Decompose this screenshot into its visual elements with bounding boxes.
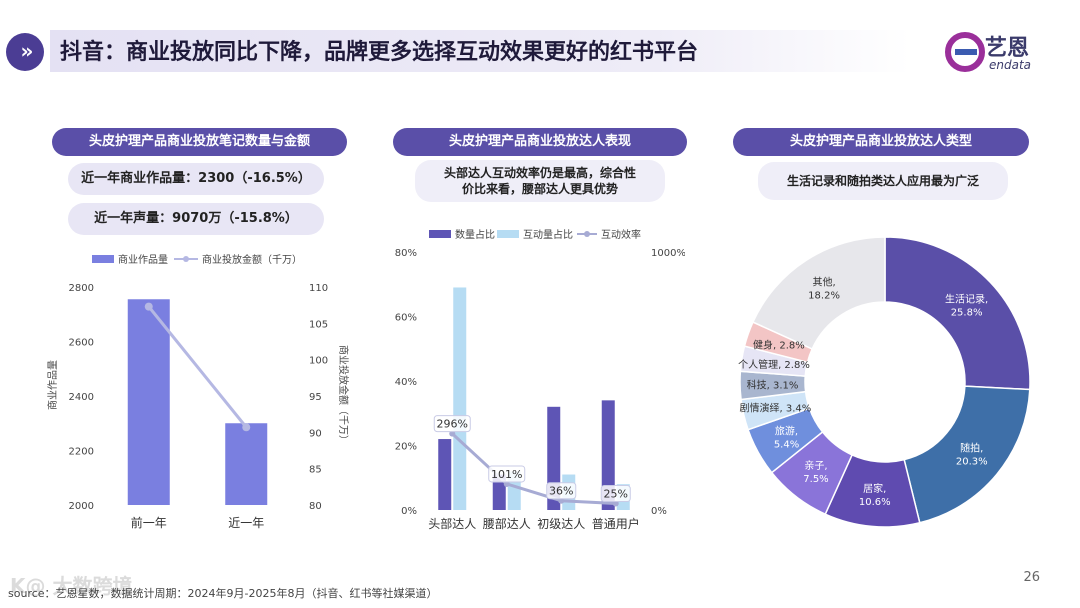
y-tick-label: 2400 (69, 392, 94, 403)
slice-value: 25.8% (951, 308, 983, 319)
title-bar (50, 30, 910, 72)
legend-swatch-count (429, 230, 451, 238)
data-label-box (600, 485, 631, 503)
y2-tick-label: 1000% (651, 248, 685, 259)
y2-tick-label: 105 (309, 319, 328, 330)
double-chevron-right-icon: » (6, 33, 44, 71)
x-tick-label: 前一年 (131, 515, 167, 530)
x-tick-label: 腰部达人 (483, 516, 531, 531)
chart-influencer-types: 生活记录, 25.8% 随拍, 20.3% 居家, 10.6% 亲子, 7.5% 旅游, 5.4%… (738, 236, 1031, 528)
data-label: 25% (604, 488, 628, 501)
point-amount (242, 423, 251, 432)
slice-label: 剧情演绎, 3.4% (740, 401, 812, 414)
y2-tick-label: 80 (309, 501, 322, 512)
data-label-box (488, 465, 526, 483)
pie-slice (751, 236, 886, 350)
legend-label-interaction: 互动量占比 (523, 228, 573, 241)
slice-label: 生活记录, (945, 293, 988, 306)
x-tick-label: 头部达人 (428, 516, 476, 531)
slice-label: 个人管理, 2.8% (738, 358, 810, 371)
panel1-title: 头皮护理产品商业投放笔记数量与金额 (52, 128, 347, 156)
panel3-title: 头皮护理产品商业投放达人类型 (733, 128, 1029, 156)
slice-label: 旅游, (775, 424, 798, 437)
panel2-note-line2: 价比来看，腰部达人更具优势 (461, 182, 618, 196)
page-title: 抖音：商业投放同比下降，品牌更多选择互动效果更好的红书平台 (60, 40, 699, 65)
endata-logo-icon (945, 32, 985, 72)
panel2-title: 头皮护理产品商业投放达人表现 (393, 128, 687, 156)
stat-works: 近一年商业作品量：2300（-16.5%） (68, 163, 324, 195)
slice-label: 随拍, (960, 442, 983, 455)
point-amount (144, 302, 153, 311)
stat-volume: 近一年声量：9070万（-15.8%） (68, 203, 324, 235)
point-efficiency (449, 430, 456, 437)
logo-en: endata (989, 58, 1032, 72)
slice-value: 20.3% (956, 457, 988, 468)
y2-tick-label: 85 (309, 465, 322, 476)
y-tick-label: 0% (401, 506, 417, 517)
slice-value: 10.6% (859, 497, 891, 508)
slice-label: 其他, (812, 275, 835, 288)
slice-label: 居家, (863, 482, 886, 495)
legend-label-count: 数量占比 (455, 228, 495, 241)
chart-works-amount: 商业作品量 商业投放金额（千万） 2000 2200 2400 2600 2800 80… (46, 253, 350, 530)
panel2-note-line1: 头部达人互动效率仍是最高，综合性 (443, 166, 636, 180)
y-axis-label: 商业作品量 (46, 360, 59, 410)
slice-label: 健身, 2.8% (753, 339, 805, 352)
legend: 商业作品量 商业投放金额（千万） (92, 253, 302, 266)
source-note: source：艺恩星数，数据统计周期：2024年9月-2025年8月（抖音、红书… (8, 587, 438, 600)
slice-value: 5.4% (774, 439, 799, 450)
y2-tick-label: 95 (309, 392, 322, 403)
y-tick-label: 2600 (69, 338, 94, 349)
legend-marker-efficiency (584, 231, 590, 237)
page-number: 26 (1023, 570, 1040, 585)
y-tick-label: 2800 (69, 283, 94, 294)
legend-marker-line (183, 256, 189, 262)
slice-label: 亲子, (804, 459, 827, 472)
line-efficiency (451, 432, 616, 506)
data-label-box (433, 415, 471, 433)
logo: 艺恩 endata (945, 30, 1055, 75)
slice-value: 7.5% (803, 474, 828, 485)
y-tick-label: 60% (395, 313, 417, 324)
y2-tick-label: 100 (309, 356, 328, 367)
data-label: 296% (437, 418, 468, 431)
watermark: K@ 大数跨境 (10, 574, 133, 598)
bar-works (127, 299, 170, 505)
bar-works (225, 423, 268, 505)
y-tick-label: 80% (395, 248, 417, 259)
y2-tick-label: 90 (309, 428, 322, 439)
logo-cn: 艺恩 (985, 36, 1030, 61)
slice-value: 18.2% (808, 290, 840, 301)
legend: 数量占比 互动量占比 互动效率 (429, 228, 641, 241)
panel2-note: 头部达人互动效率仍是最高，综合性 价比来看，腰部达人更具优势 (415, 160, 665, 202)
y2-axis-label: 商业投放金额（千万） (337, 345, 350, 445)
pie-slice (903, 385, 1031, 524)
panel3-note: 生活记录和随拍类达人应用最为广泛 (758, 162, 1008, 200)
x-tick-label: 近一年 (228, 516, 264, 530)
pie-slice (884, 236, 1031, 391)
y-tick-label: 40% (395, 377, 417, 388)
legend-label-line: 商业投放金额（千万） (202, 253, 302, 266)
y2-tick-label: 110 (309, 283, 328, 294)
chart-influencer-performance: 数量占比 互动量占比 互动效率 0% 20% 40% 60% 80% 0% 1000% 2… (395, 228, 685, 531)
y-tick-label: 2000 (69, 501, 94, 512)
bar-count-share (438, 439, 452, 510)
line-amount (147, 305, 248, 429)
bar-interaction-share (453, 287, 467, 510)
bar-count-share (492, 474, 506, 510)
data-label: 101% (491, 468, 522, 481)
data-label: 36% (549, 485, 573, 498)
legend-swatch-interaction (497, 230, 519, 238)
legend-label-efficiency: 互动效率 (601, 228, 641, 241)
legend-swatch-bars (92, 255, 114, 263)
y-tick-label: 2200 (69, 447, 94, 458)
slice-label: 科技, 3.1% (747, 379, 799, 392)
legend-label-bars: 商业作品量 (118, 253, 168, 266)
bar-count-share (601, 400, 615, 510)
y2-tick-label: 0% (651, 506, 667, 517)
x-tick-label: 普通用户 (592, 516, 640, 531)
y-tick-label: 20% (395, 442, 417, 453)
data-label-box (546, 482, 577, 500)
x-tick-label: 初级达人 (537, 517, 585, 531)
